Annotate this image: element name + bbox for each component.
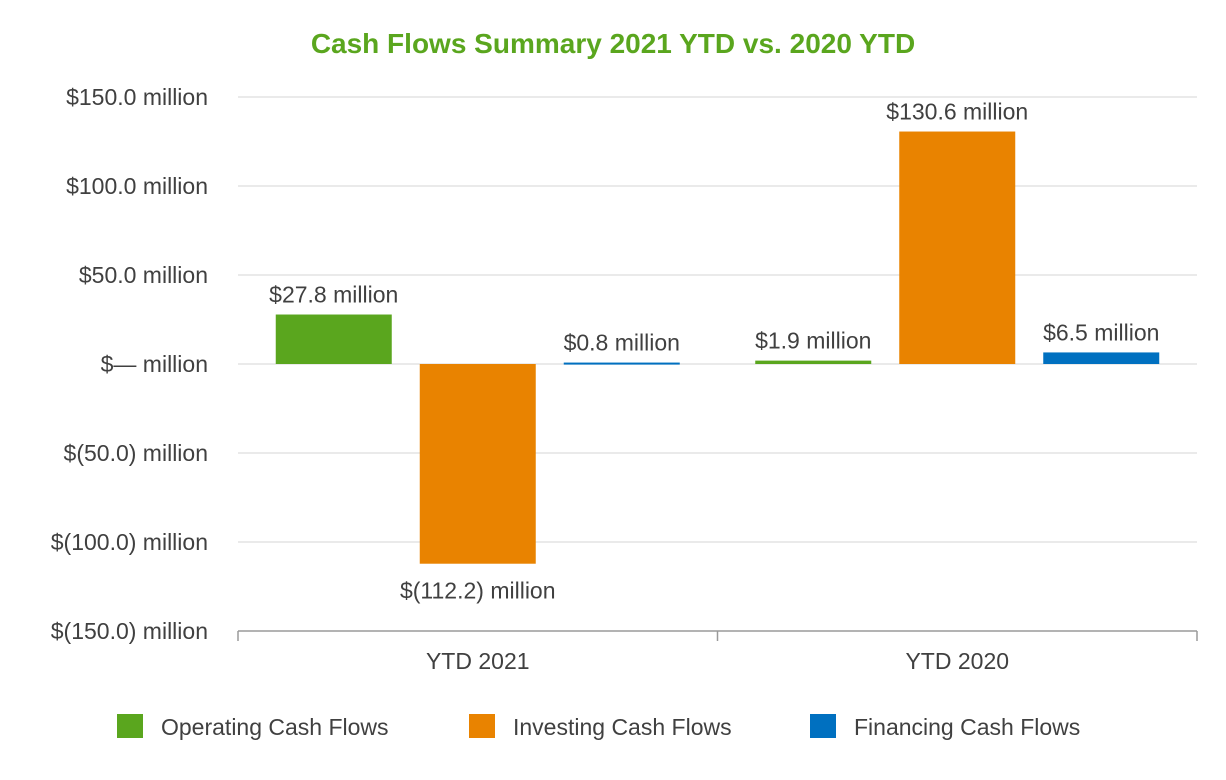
data-label: $1.9 million	[755, 328, 871, 354]
legend-label: Investing Cash Flows	[513, 714, 732, 740]
legend-item: Investing Cash Flows	[469, 714, 732, 740]
data-labels: $27.8 million $(112.2) million $0.8 millio…	[269, 99, 1159, 604]
y-tick-label: $— million	[101, 351, 208, 377]
chart-title: Cash Flows Summary 2021 YTD vs. 2020 YTD	[311, 28, 915, 59]
y-tick-label: $(150.0) million	[51, 618, 208, 644]
data-label: $6.5 million	[1043, 319, 1159, 345]
legend-swatch	[469, 714, 495, 738]
bars	[275, 131, 1160, 564]
bar	[755, 360, 872, 364]
y-tick-label: $(50.0) million	[64, 440, 208, 466]
data-label: $130.6 million	[886, 99, 1028, 125]
x-axis: YTD 2021 YTD 2020	[237, 630, 1198, 674]
bar	[899, 131, 1016, 364]
data-label: $0.8 million	[564, 330, 680, 356]
data-label: $27.8 million	[269, 282, 398, 308]
legend-swatch	[117, 714, 143, 738]
legend-item: Financing Cash Flows	[810, 714, 1080, 740]
gridlines	[238, 96, 1197, 543]
y-axis: $150.0 million $100.0 million $50.0 millio…	[51, 84, 208, 644]
x-tick-label: YTD 2021	[426, 648, 530, 674]
bar	[563, 362, 680, 365]
x-tick-label: YTD 2020	[905, 648, 1009, 674]
legend-item: Operating Cash Flows	[117, 714, 389, 740]
legend-label: Financing Cash Flows	[854, 714, 1080, 740]
legend: Operating Cash Flows Investing Cash Flows…	[117, 714, 1080, 740]
legend-label: Operating Cash Flows	[161, 714, 389, 740]
bar	[1043, 352, 1160, 364]
y-tick-label: $100.0 million	[66, 173, 208, 199]
y-tick-label: $(100.0) million	[51, 529, 208, 555]
y-tick-label: $150.0 million	[66, 84, 208, 110]
legend-swatch	[810, 714, 836, 738]
y-tick-label: $50.0 million	[79, 262, 208, 288]
bar	[419, 364, 536, 564]
bar	[275, 314, 392, 364]
data-label: $(112.2) million	[400, 578, 556, 604]
